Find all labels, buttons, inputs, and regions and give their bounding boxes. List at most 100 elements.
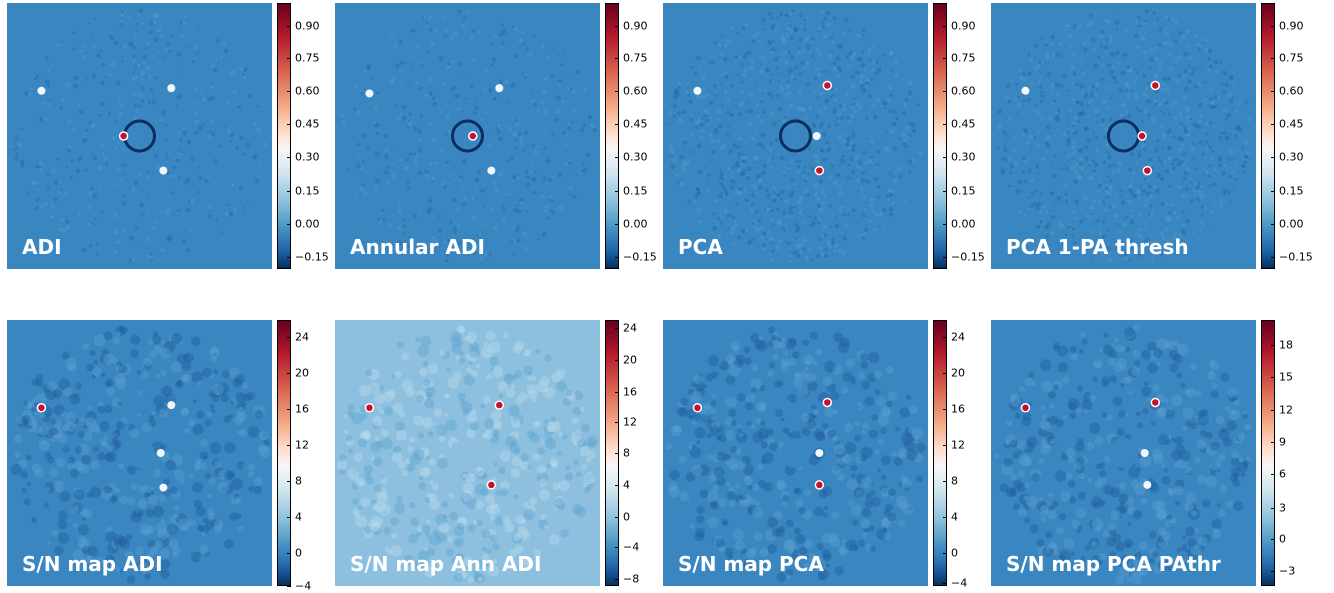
- colorbar-tick-mark: [615, 157, 619, 159]
- colorbar-tick-label: 12: [1279, 403, 1293, 417]
- colorbar-tick-mark: [943, 57, 947, 59]
- colorbar-tick-label: 0.00: [623, 217, 648, 231]
- residual-image: PCA 1-PA thresh: [991, 3, 1256, 269]
- colorbar-tick-mark: [287, 586, 291, 587]
- colorbar-tick-mark: [943, 337, 947, 339]
- colorbar-tick-mark: [1271, 571, 1275, 573]
- colorbar-tick-mark: [1271, 345, 1275, 347]
- companion-source: [364, 403, 375, 413]
- colorbar-tick-mark: [287, 373, 291, 375]
- residual-image: ADI: [7, 3, 272, 269]
- colorbar: [605, 3, 619, 269]
- image-canvas: [335, 3, 600, 269]
- colorbar-tick-label: 9: [1279, 435, 1286, 449]
- image-panel: Annular ADI 0.90 0.75 0.60 0.45 0.30 0.15 0.00 −…: [335, 3, 669, 269]
- colorbar-tick-mark: [1271, 442, 1275, 444]
- colorbar: [1261, 320, 1275, 586]
- colorbar-tick-label: −0.15: [951, 250, 985, 264]
- colorbar-tick-label: 4: [623, 478, 630, 492]
- colorbar: [1261, 3, 1275, 269]
- colorbar-tick-label: 0.45: [623, 117, 648, 131]
- colorbar-tick-label: 24: [623, 321, 637, 335]
- colorbar-tick-mark: [287, 223, 291, 225]
- colorbar-tick-mark: [287, 552, 291, 554]
- colorbar-tick-label: 4: [295, 510, 302, 524]
- companion-source: [1137, 131, 1147, 141]
- colorbar-tick-mark: [615, 190, 619, 192]
- colorbar-tick-mark: [615, 516, 619, 518]
- companion-source: [159, 483, 168, 492]
- colorbar-tick-label: 0: [951, 546, 958, 560]
- residual-image: S/N map PCA PAthr: [991, 320, 1256, 586]
- colorbar-tick-label: 20: [295, 366, 309, 380]
- colorbar-tick-mark: [287, 409, 291, 411]
- colorbar-tick-label: 0: [295, 546, 302, 560]
- colorbar-tick-label: 16: [951, 402, 965, 416]
- colorbar-tick-label: 0.00: [1279, 217, 1304, 231]
- companion-source: [36, 403, 47, 413]
- panel-label: S/N map ADI: [22, 552, 163, 576]
- companion-source: [1142, 165, 1153, 176]
- colorbar-tick-mark: [1271, 57, 1275, 59]
- colorbar-tick-label: 0.00: [951, 217, 976, 231]
- colorbar-tick-label: 0.30: [295, 150, 320, 164]
- coronagraph-mask: [452, 438, 483, 468]
- residual-image: Annular ADI: [335, 3, 600, 269]
- colorbar-tick-mark: [287, 445, 291, 447]
- coronagraph-mask: [123, 119, 156, 153]
- colorbar-tick-mark: [943, 25, 947, 27]
- colorbar-tick-label: 8: [623, 446, 630, 460]
- colorbar-tick-mark: [1271, 90, 1275, 92]
- colorbar-tick-label: 18: [1279, 338, 1293, 352]
- colorbar-tick-mark: [287, 157, 291, 159]
- colorbar-tick-label: 20: [623, 353, 637, 367]
- panel-label: S/N map PCA: [678, 552, 824, 576]
- colorbar-tick-label: 0.15: [295, 184, 320, 198]
- colorbar-tick-mark: [943, 583, 947, 585]
- coronagraph-mask: [124, 438, 155, 468]
- colorbar-tick-label: −3: [1279, 564, 1296, 578]
- companion-source: [37, 86, 46, 95]
- colorbar-tick-mark: [943, 480, 947, 482]
- coronagraph-mask: [451, 119, 484, 153]
- colorbar-tick-label: 0.75: [295, 51, 320, 65]
- colorbar-tick-mark: [615, 223, 619, 225]
- colorbar-tick-label: 0.75: [1279, 51, 1304, 65]
- colorbar: [277, 320, 291, 586]
- companion-source: [486, 480, 497, 490]
- colorbar-tick-label: 24: [951, 330, 965, 344]
- image-panel: S/N map ADI 24 20 16 12 8 4 0 −4: [7, 320, 341, 593]
- colorbar-tick-mark: [1271, 410, 1275, 412]
- colorbar-tick-mark: [1271, 124, 1275, 126]
- image-canvas: [7, 3, 272, 269]
- colorbar-tick-label: 0.75: [951, 51, 976, 65]
- speckle-field: [11, 8, 268, 264]
- colorbar-tick-mark: [287, 90, 291, 92]
- image-panel: PCA 0.90 0.75 0.60 0.45 0.30 0.15 0.00 −0.15: [663, 3, 997, 269]
- colorbar-tick-mark: [615, 57, 619, 59]
- colorbar-tick-mark: [943, 190, 947, 192]
- panel-label: ADI: [22, 235, 62, 259]
- speckle-field: [339, 9, 598, 263]
- speckle-field: [996, 9, 1252, 263]
- image-canvas: [663, 320, 928, 586]
- colorbar-tick-label: 0.90: [1279, 19, 1304, 33]
- colorbar-tick-label: 16: [623, 385, 637, 399]
- companion-source: [365, 89, 374, 98]
- speckle-field: [336, 325, 599, 584]
- colorbar-tick-label: 6: [1279, 467, 1286, 481]
- panel-label: PCA: [678, 235, 723, 259]
- colorbar-tick-mark: [943, 373, 947, 375]
- colorbar-tick-label: 0.60: [623, 84, 648, 98]
- colorbar-tick-mark: [1271, 190, 1275, 192]
- colorbar-tick-label: 4: [951, 510, 958, 524]
- residual-image: S/N map Ann ADI: [335, 320, 600, 586]
- colorbar-tick-label: −0.15: [1279, 250, 1313, 264]
- colorbar-tick-label: 0.15: [951, 184, 976, 198]
- companion-source: [495, 84, 504, 93]
- companion-source: [1020, 403, 1031, 413]
- colorbar-tick-mark: [287, 25, 291, 27]
- colorbar-tick-mark: [615, 359, 619, 361]
- colorbar-tick-label: 12: [295, 438, 309, 452]
- coronagraph-mask: [780, 438, 811, 468]
